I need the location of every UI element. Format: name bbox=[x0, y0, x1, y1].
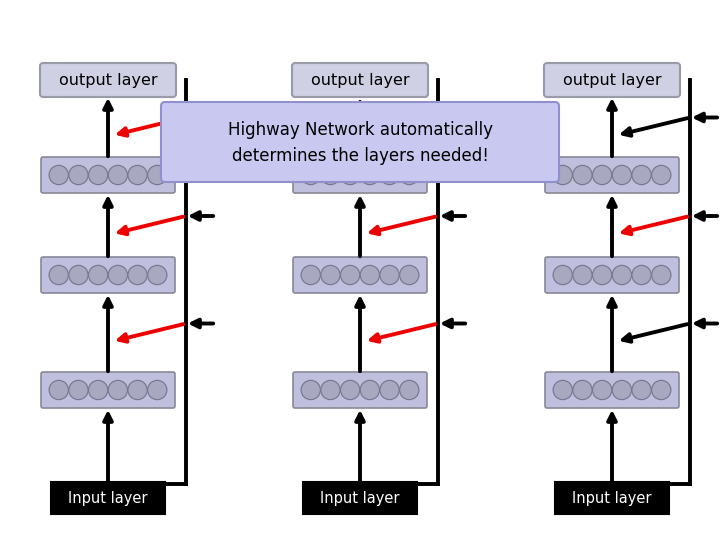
Text: output layer: output layer bbox=[311, 72, 409, 87]
FancyBboxPatch shape bbox=[303, 482, 417, 514]
Circle shape bbox=[632, 165, 651, 185]
Circle shape bbox=[380, 265, 399, 285]
Text: Input layer: Input layer bbox=[68, 490, 148, 505]
FancyBboxPatch shape bbox=[51, 482, 165, 514]
Circle shape bbox=[360, 380, 379, 400]
Circle shape bbox=[321, 165, 340, 185]
FancyBboxPatch shape bbox=[293, 157, 427, 193]
Circle shape bbox=[593, 380, 612, 400]
Circle shape bbox=[632, 380, 651, 400]
Circle shape bbox=[380, 165, 399, 185]
Circle shape bbox=[108, 265, 127, 285]
Circle shape bbox=[49, 380, 68, 400]
Text: output layer: output layer bbox=[563, 72, 661, 87]
Circle shape bbox=[400, 165, 419, 185]
FancyBboxPatch shape bbox=[555, 482, 669, 514]
Circle shape bbox=[148, 165, 167, 185]
Text: Input layer: Input layer bbox=[320, 490, 400, 505]
FancyBboxPatch shape bbox=[293, 372, 427, 408]
FancyBboxPatch shape bbox=[41, 157, 175, 193]
Circle shape bbox=[301, 165, 320, 185]
FancyBboxPatch shape bbox=[545, 257, 679, 293]
Circle shape bbox=[341, 265, 360, 285]
Circle shape bbox=[128, 380, 147, 400]
FancyBboxPatch shape bbox=[293, 257, 427, 293]
Circle shape bbox=[400, 380, 419, 400]
Circle shape bbox=[573, 165, 592, 185]
FancyBboxPatch shape bbox=[41, 257, 175, 293]
Circle shape bbox=[128, 265, 147, 285]
Circle shape bbox=[49, 265, 68, 285]
Text: determines the layers needed!: determines the layers needed! bbox=[232, 147, 488, 165]
Circle shape bbox=[652, 265, 671, 285]
Circle shape bbox=[573, 380, 592, 400]
Circle shape bbox=[89, 165, 108, 185]
Circle shape bbox=[148, 265, 167, 285]
Circle shape bbox=[341, 380, 360, 400]
Circle shape bbox=[400, 265, 419, 285]
Circle shape bbox=[69, 265, 88, 285]
FancyBboxPatch shape bbox=[544, 63, 680, 97]
Circle shape bbox=[593, 265, 612, 285]
Circle shape bbox=[301, 380, 320, 400]
Circle shape bbox=[148, 380, 167, 400]
Circle shape bbox=[553, 380, 572, 400]
Circle shape bbox=[652, 380, 671, 400]
Circle shape bbox=[49, 165, 68, 185]
Circle shape bbox=[573, 265, 592, 285]
Text: Highway Network automatically: Highway Network automatically bbox=[228, 121, 492, 139]
Circle shape bbox=[69, 380, 88, 400]
Circle shape bbox=[89, 380, 108, 400]
FancyBboxPatch shape bbox=[161, 102, 559, 182]
Circle shape bbox=[553, 265, 572, 285]
Circle shape bbox=[341, 165, 360, 185]
Circle shape bbox=[553, 165, 572, 185]
Circle shape bbox=[612, 265, 631, 285]
Text: Input layer: Input layer bbox=[572, 490, 652, 505]
Circle shape bbox=[360, 265, 379, 285]
Circle shape bbox=[360, 165, 379, 185]
Circle shape bbox=[632, 265, 651, 285]
FancyBboxPatch shape bbox=[545, 372, 679, 408]
Circle shape bbox=[128, 165, 147, 185]
Circle shape bbox=[301, 265, 320, 285]
Circle shape bbox=[593, 165, 612, 185]
FancyBboxPatch shape bbox=[41, 372, 175, 408]
Circle shape bbox=[108, 165, 127, 185]
Circle shape bbox=[321, 265, 340, 285]
Circle shape bbox=[108, 380, 127, 400]
FancyBboxPatch shape bbox=[545, 157, 679, 193]
FancyBboxPatch shape bbox=[40, 63, 176, 97]
Circle shape bbox=[321, 380, 340, 400]
Circle shape bbox=[380, 380, 399, 400]
Circle shape bbox=[612, 165, 631, 185]
Circle shape bbox=[652, 165, 671, 185]
Circle shape bbox=[69, 165, 88, 185]
Text: output layer: output layer bbox=[59, 72, 157, 87]
FancyBboxPatch shape bbox=[292, 63, 428, 97]
Circle shape bbox=[89, 265, 108, 285]
Circle shape bbox=[612, 380, 631, 400]
